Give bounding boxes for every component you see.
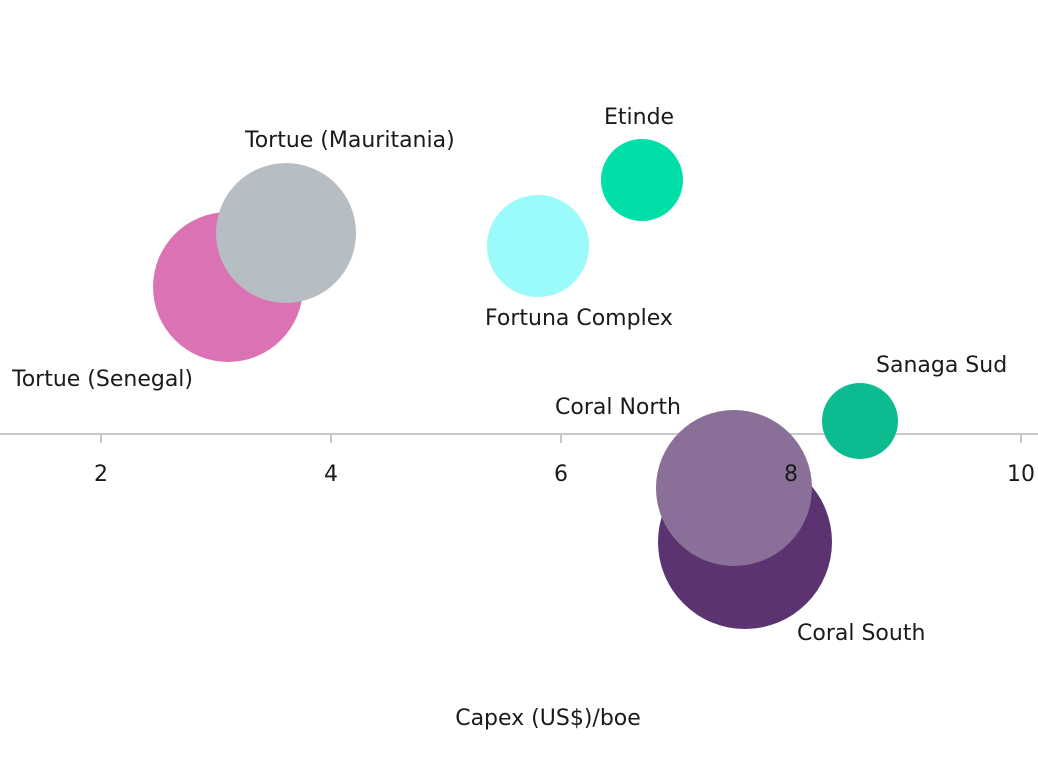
label-sanaga-sud: Sanaga Sud bbox=[876, 353, 1007, 378]
x-axis-title: Capex (US$)/boe bbox=[455, 706, 641, 731]
label-coral-south: Coral South bbox=[797, 621, 925, 646]
bubble-coral-north[interactable] bbox=[656, 410, 812, 566]
bubble-etinde[interactable] bbox=[601, 139, 683, 221]
label-etinde: Etinde bbox=[604, 105, 674, 130]
x-tick-labels: 2 4 6 8 10 bbox=[94, 462, 1035, 487]
label-coral-north: Coral North bbox=[555, 395, 681, 420]
x-tick-label: 2 bbox=[94, 462, 108, 487]
bubble-tortue-mauritania[interactable] bbox=[216, 163, 356, 303]
label-tortue-senegal: Tortue (Senegal) bbox=[11, 367, 193, 392]
x-tick-label: 6 bbox=[554, 462, 568, 487]
x-tick-label: 4 bbox=[324, 462, 338, 487]
x-tick-label: 8 bbox=[784, 462, 798, 487]
bubble-fortuna-complex[interactable] bbox=[487, 195, 589, 297]
x-tick-label: 10 bbox=[1007, 462, 1035, 487]
bubbles bbox=[153, 139, 898, 629]
data-labels: Tortue (Senegal) Tortue (Mauritania) For… bbox=[11, 105, 1007, 646]
label-fortuna-complex: Fortuna Complex bbox=[485, 306, 673, 331]
label-tortue-mauritania: Tortue (Mauritania) bbox=[244, 128, 455, 153]
bubble-sanaga-sud[interactable] bbox=[822, 383, 898, 459]
